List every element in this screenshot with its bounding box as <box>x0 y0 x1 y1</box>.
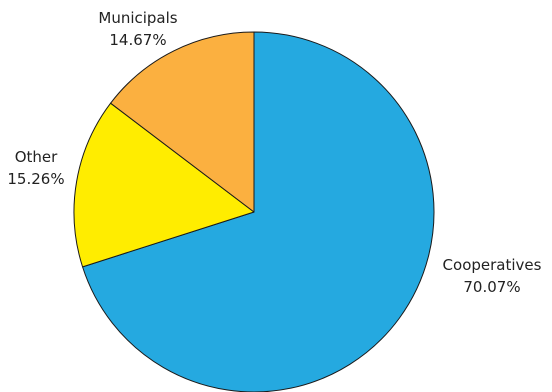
slice-value-cooperatives: 70.07% <box>463 278 520 296</box>
slice-label-cooperatives: Cooperatives <box>443 256 542 274</box>
slice-label-other: Other <box>15 148 58 166</box>
slice-value-other: 15.26% <box>7 170 64 188</box>
slice-label-municipals: Municipals <box>98 9 177 27</box>
pie-slice-cooperatives <box>82 31 435 392</box>
pie-slice-municipals <box>110 31 255 213</box>
pie-slice-other <box>73 102 255 268</box>
pie-slices <box>73 31 435 392</box>
slice-value-municipals: 14.67% <box>109 31 166 49</box>
